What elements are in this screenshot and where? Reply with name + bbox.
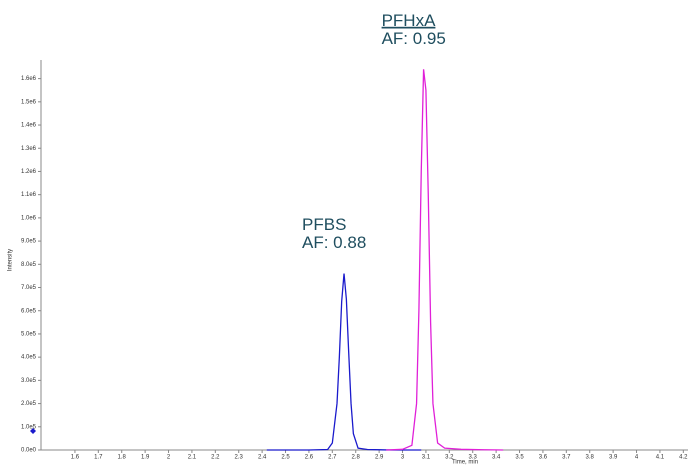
x-tick-label: 2: [167, 455, 171, 461]
x-tick-label: 2.6: [305, 455, 314, 461]
y-tick-label: 3.0e5: [21, 378, 37, 384]
x-tick-label: 1.7: [94, 455, 103, 461]
y-tick-label: 4.0e5: [21, 355, 37, 361]
x-tick-label: 3.7: [562, 455, 571, 461]
x-tick-label: 2.2: [211, 455, 220, 461]
x-tick-label: 2.1: [188, 455, 197, 461]
y-tick-label: 5.0e5: [21, 332, 37, 338]
y-tick-label: 6.0e5: [21, 308, 37, 314]
x-tick-label: 1.8: [118, 455, 127, 461]
x-tick-label: 2.7: [328, 455, 337, 461]
marker-diamond: [30, 428, 36, 434]
x-tick-label: 3.8: [586, 455, 595, 461]
y-tick-label: 8.0e5: [21, 262, 37, 268]
x-tick-label: 3.5: [515, 455, 524, 461]
y-tick-label: 1.0e5: [21, 424, 37, 430]
x-tick-label: 4.1: [656, 455, 665, 461]
x-tick-label: 4.2: [679, 455, 688, 461]
y-tick-label: 1.3e6: [21, 146, 37, 152]
x-tick-label: 3.3: [469, 455, 478, 461]
y-tick-label: 7.0e5: [21, 285, 37, 291]
series-line: [386, 69, 504, 451]
x-tick-label: 2.9: [375, 455, 384, 461]
peak-af: AF: 0.95: [382, 29, 446, 48]
x-tick-label: 3.2: [445, 455, 454, 461]
x-tick-label: 2.4: [258, 455, 267, 461]
series-line: [266, 273, 422, 451]
peak-af: AF: 0.88: [302, 233, 366, 252]
y-tick-label: 9.0e5: [21, 239, 37, 245]
peak-name: PFHxA: [382, 11, 437, 30]
y-tick-label: 1.5e6: [21, 99, 37, 105]
y-tick-label: 1.1e6: [21, 192, 37, 198]
y-axis-label: Intensity: [8, 249, 14, 271]
x-axis-label: Time, min: [452, 460, 478, 466]
y-tick-label: 1.6e6: [21, 76, 37, 82]
peak-name: PFBS: [302, 215, 346, 234]
y-tick-label: 1.4e6: [21, 123, 37, 129]
x-tick-label: 3.1: [422, 455, 431, 461]
x-tick-label: 2.5: [281, 455, 290, 461]
x-tick-label: 3.6: [539, 455, 548, 461]
x-tick-label: 3.4: [492, 455, 501, 461]
x-tick-label: 3.9: [609, 455, 618, 461]
y-tick-label: 0.0e0: [21, 448, 37, 454]
x-tick-label: 2.3: [235, 455, 244, 461]
y-tick-label: 1.0e6: [21, 215, 37, 221]
x-tick-label: 3: [401, 455, 405, 461]
x-tick-label: 4: [635, 455, 639, 461]
x-tick-label: 2.8: [352, 455, 361, 461]
x-tick-label: 1.9: [141, 455, 150, 461]
y-tick-label: 1.2e6: [21, 169, 37, 175]
x-tick-label: 1.6: [71, 455, 80, 461]
y-tick-label: 2.0e5: [21, 401, 37, 407]
